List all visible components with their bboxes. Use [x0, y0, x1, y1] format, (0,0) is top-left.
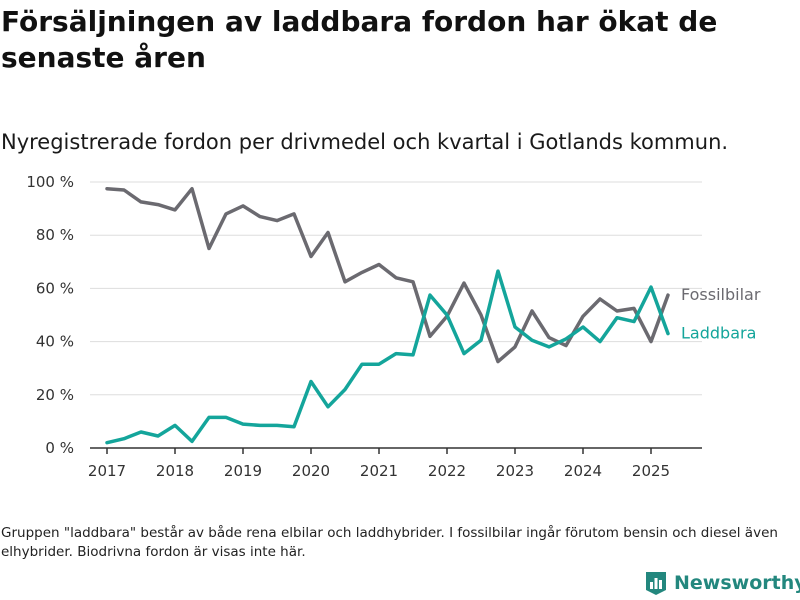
- bar-chart-logo-icon: [646, 572, 666, 595]
- y-tick-label: 100 %: [26, 173, 74, 191]
- x-axis: 2017 2018 2019 2020 2021 2022 2023 2024 2025: [88, 447, 702, 480]
- brand-name: Newsworthy: [674, 572, 800, 594]
- x-tick-label: 2019: [224, 462, 262, 480]
- y-tick-label: 80 %: [36, 226, 74, 244]
- series-label-laddbara: Laddbara: [681, 324, 756, 343]
- x-tick-label: 2022: [428, 462, 466, 480]
- chart-subtitle: Nyregistrerade fordon per drivmedel och …: [1, 130, 729, 154]
- series-line-laddbara: [105, 269, 670, 445]
- x-tick-label: 2025: [632, 462, 670, 480]
- chart-title: Försäljningen av laddbara fordon har öka…: [1, 5, 718, 74]
- gridlines: [90, 181, 702, 396]
- x-tick-label: 2017: [88, 462, 126, 480]
- series-labels: Fossilbilar Laddbara: [681, 285, 761, 343]
- y-axis: 0 % 20 % 40 % 60 % 80 % 100 %: [26, 173, 74, 457]
- series-label-fossilbilar: Fossilbilar: [681, 285, 761, 304]
- brand-logo: Newsworthy: [644, 568, 800, 598]
- x-tick-label: 2020: [292, 462, 330, 480]
- footnote: Gruppen "laddbara" består av både rena e…: [1, 525, 778, 560]
- series-lines: [105, 186, 670, 445]
- y-tick-label: 60 %: [36, 279, 74, 297]
- x-tick-label: 2024: [564, 462, 602, 480]
- x-tick-label: 2018: [156, 462, 194, 480]
- y-tick-label: 40 %: [36, 333, 74, 351]
- series-line-fossilbilar: [105, 186, 670, 364]
- y-tick-label: 20 %: [36, 386, 74, 404]
- x-tick-label: 2021: [360, 462, 398, 480]
- x-tick-label: 2023: [496, 462, 534, 480]
- y-tick-label: 0 %: [45, 439, 74, 457]
